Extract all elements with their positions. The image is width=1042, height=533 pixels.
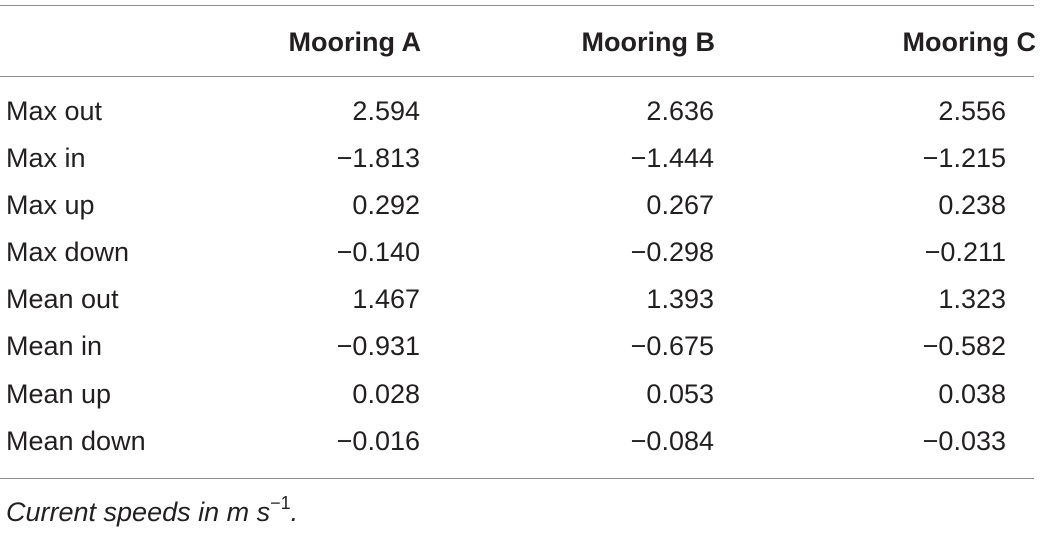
cell-mooring-b: 1.393 [646, 284, 714, 315]
table-header-rule [0, 76, 1034, 77]
cell-mooring-c: 0.238 [938, 190, 1006, 221]
cell-mooring-a: 0.028 [352, 378, 420, 409]
cell-mooring-a: −1.813 [336, 143, 420, 174]
cell-mooring-c: −1.215 [922, 143, 1006, 174]
table-header-row: Mooring A Mooring B Mooring C [0, 22, 1042, 62]
table-footnote: Current speeds in m s−1. [6, 492, 298, 532]
footnote-superscript: −1 [270, 493, 291, 513]
cell-mooring-c: −0.582 [922, 331, 1006, 362]
column-header-mooring-a: Mooring A [288, 27, 421, 57]
column-header-mooring-c: Mooring C [902, 27, 1036, 57]
table-row: Mean out 1.467 1.393 1.323 [0, 276, 1042, 323]
cell-mooring-c: −0.211 [924, 237, 1006, 268]
table-row: Mean in −0.931 −0.675 −0.582 [0, 323, 1042, 370]
cell-mooring-b: 0.053 [646, 378, 714, 409]
column-header-mooring-b: Mooring B [581, 27, 715, 57]
table-row: Max in −1.813 −1.444 −1.215 [0, 135, 1042, 182]
row-label: Max out [6, 96, 103, 126]
cell-mooring-b: 2.636 [646, 96, 714, 126]
cell-mooring-b: 0.267 [646, 190, 714, 221]
table-bottom-rule [0, 478, 1034, 479]
cell-mooring-c: 2.556 [938, 96, 1006, 126]
table-top-rule [0, 5, 1034, 6]
table-row: Max out 2.594 2.636 2.556 [0, 88, 1042, 135]
cell-mooring-b: −0.675 [630, 331, 714, 362]
row-label: Max in [6, 143, 86, 174]
row-label: Mean up [6, 378, 112, 409]
cell-mooring-a: −0.140 [336, 237, 420, 268]
cell-mooring-a: 2.594 [352, 96, 420, 126]
footnote-text: Current speeds in m s [6, 497, 271, 527]
cell-mooring-a: 0.292 [352, 190, 420, 221]
row-label: Mean out [6, 284, 119, 315]
table-row: Mean up 0.028 0.053 0.038 [0, 371, 1042, 418]
cell-mooring-b: −0.298 [630, 237, 714, 268]
cell-mooring-b: −0.084 [630, 425, 714, 456]
cell-mooring-a: −0.016 [336, 425, 420, 456]
row-label: Mean in [6, 331, 103, 362]
cell-mooring-c: 1.323 [938, 284, 1006, 315]
row-label: Max up [6, 190, 95, 221]
table-row: Max up 0.292 0.267 0.238 [0, 182, 1042, 229]
table-row: Max down −0.140 −0.298 −0.211 [0, 229, 1042, 276]
cell-mooring-c: 0.038 [938, 378, 1006, 409]
cell-mooring-a: 1.467 [352, 284, 420, 315]
cell-mooring-b: −1.444 [630, 143, 714, 174]
table-row: Mean down −0.016 −0.084 −0.033 [0, 418, 1042, 465]
table-body: Max out 2.594 2.636 2.556 Max in −1.813 … [0, 88, 1042, 465]
row-label: Max down [6, 237, 130, 268]
footnote-suffix: . [290, 497, 299, 527]
cell-mooring-a: −0.931 [336, 331, 420, 362]
row-label: Mean down [6, 425, 146, 456]
cell-mooring-c: −0.033 [922, 425, 1006, 456]
